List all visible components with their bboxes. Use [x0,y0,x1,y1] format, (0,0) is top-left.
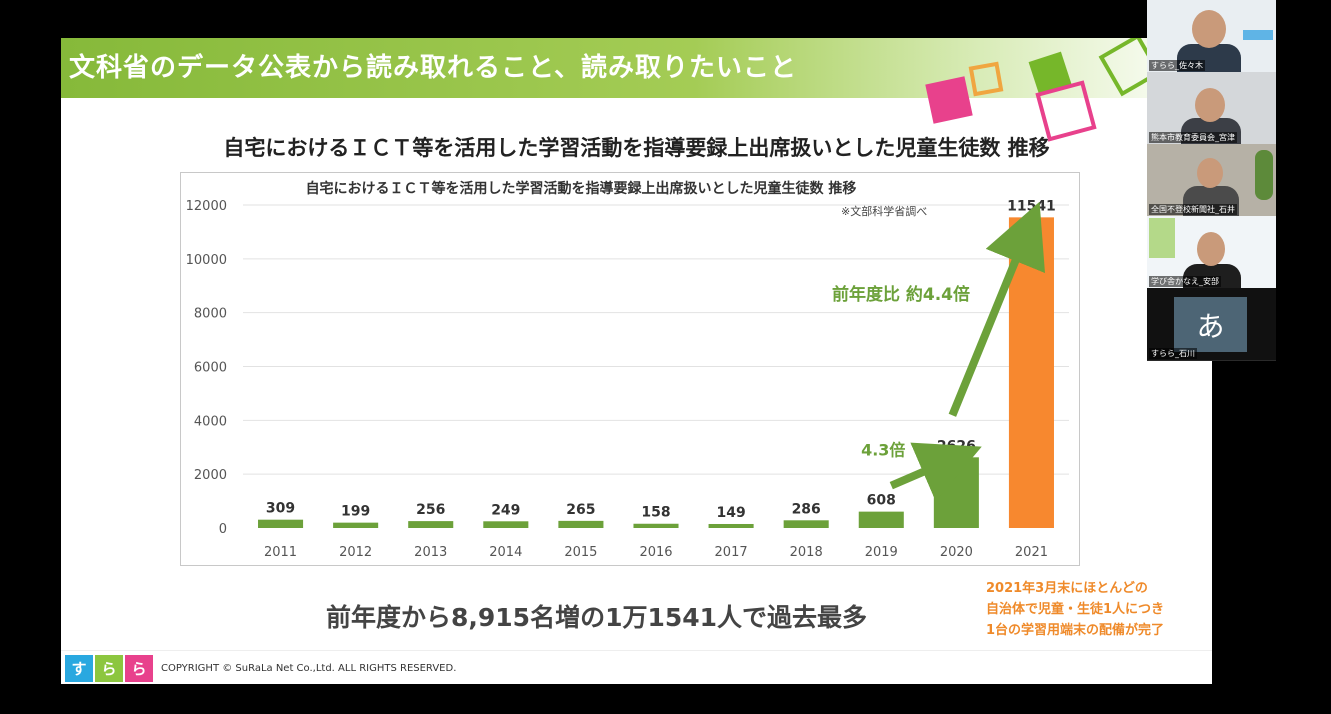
participant-face [1197,232,1225,266]
bar-2018 [783,520,829,528]
participant-name: すらら_佐々木 [1149,60,1205,71]
slide-header-title: 文科省のデータ公表から読み取れること、読み取りたいこと [69,53,797,83]
decor-square-orange-outline [968,61,1004,97]
participant-tile[interactable]: 全国不登校新聞社_石井 [1147,144,1276,216]
x-tick-label: 2020 [940,545,973,560]
chart-title: 自宅におけるＩＣＴ等を活用した学習活動を指導要録上出席扱いとした児童生徒数 推移 [306,180,857,197]
data-label: 265 [566,502,595,518]
bar-2017 [708,523,754,528]
data-label: 256 [416,502,445,518]
logo-tile: す [65,655,93,682]
participant-face [1197,158,1223,188]
x-tick-label: 2016 [639,545,672,560]
bar-chart: 自宅におけるＩＣＴ等を活用した学習活動を指導要録上出席扱いとした児童生徒数 推移… [186,180,1069,560]
chart-frame: 自宅におけるＩＣＴ等を活用した学習活動を指導要録上出席扱いとした児童生徒数 推移… [180,172,1080,566]
bar-2019 [858,511,904,528]
presentation-slide: 文科省のデータ公表から読み取れること、読み取りたいこと 自宅におけるＩＣＴ等を活… [61,38,1212,684]
x-tick-label: 2021 [1015,545,1048,560]
participant-name: 全国不登校新聞社_石井 [1149,204,1237,215]
bar-2012 [333,522,379,528]
x-tick-label: 2015 [564,545,597,560]
bar-2011 [258,519,304,528]
y-tick-label: 2000 [194,468,227,483]
logo-tile: ら [95,655,123,682]
participants-panel: すらら_佐々木 熊本市教育委員会_宮津 全国不登校新聞社_石井 学び舎かなえ_安… [1147,0,1276,361]
y-tick-label: 4000 [194,414,227,429]
y-tick-label: 10000 [186,253,227,268]
side-note-line: 自治体で児童・生徒1人につき [986,602,1165,617]
x-tick-label: 2013 [414,545,447,560]
growth-arrow [889,442,982,502]
y-tick-label: 8000 [194,307,227,322]
growth-annotation: 前年度比 約4.4倍 [832,284,970,305]
header-band: 文科省のデータ公表から読み取れること、読み取りたいこと [61,38,1212,98]
surala-logo: す ら ら [65,655,153,682]
bar-2016 [633,523,679,528]
x-tick-label: 2018 [790,545,823,560]
slide-footer: す ら ら COPYRIGHT © SuRaLa Net Co.,Ltd. AL… [61,650,1212,684]
y-tick-label: 0 [219,522,227,537]
summary-statement: 前年度から8,915名増の1万1541人で過去最多 [326,603,868,632]
background-plant [1255,150,1273,200]
data-label: 2626 [937,438,976,454]
x-tick-label: 2012 [339,545,372,560]
chart-source-note: ※文部科学省調べ [841,204,927,218]
bar-2014 [483,521,529,528]
bar-2013 [408,521,454,528]
data-label: 199 [341,504,370,520]
decor-square-pink [925,76,973,124]
video-overlay-logo [1243,30,1273,40]
growth-annotation: 4.3倍 [861,441,905,460]
data-label: 149 [716,505,745,521]
participant-tile[interactable]: 熊本市教育委員会_宮津 [1147,72,1276,144]
data-label: 608 [867,493,896,509]
participant-name: 学び舎かなえ_安部 [1149,276,1221,287]
growth-arrow [948,201,1045,417]
logo-tile: ら [125,655,153,682]
participant-avatar: あ [1174,297,1247,352]
x-tick-label: 2014 [489,545,522,560]
x-tick-label: 2017 [715,545,748,560]
x-tick-label: 2019 [865,545,898,560]
y-tick-label: 6000 [194,361,227,376]
data-label: 309 [266,501,295,517]
data-label: 249 [491,502,520,518]
bar-2015 [558,520,604,528]
virtual-background-logo [1149,218,1175,258]
copyright-text: COPYRIGHT © SuRaLa Net Co.,Ltd. ALL RIGH… [161,663,457,674]
participant-tile[interactable]: あ すらら_石川 [1147,288,1276,360]
participant-tile[interactable]: すらら_佐々木 [1147,0,1276,72]
side-note-line: 2021年3月末にほとんどの [986,581,1148,596]
data-label: 11541 [1007,198,1056,214]
data-label: 158 [641,505,670,521]
participant-face [1192,10,1226,48]
data-label: 286 [792,501,821,517]
y-tick-label: 12000 [186,199,227,214]
participant-name: すらら_石川 [1149,348,1197,359]
x-tick-label: 2011 [264,545,297,560]
participant-tile[interactable]: 学び舎かなえ_安部 [1147,216,1276,288]
side-note-line: 1台の学習用端末の配備が完了 [986,623,1165,638]
participant-face [1195,88,1225,122]
slide-subtitle: 自宅におけるＩＣＴ等を活用した学習活動を指導要録上出席扱いとした児童生徒数 推移 [223,136,1050,160]
participant-name: 熊本市教育委員会_宮津 [1149,132,1237,143]
side-note: 2021年3月末にほとんどの 自治体で児童・生徒1人につき 1台の学習用端末の配… [986,578,1164,641]
